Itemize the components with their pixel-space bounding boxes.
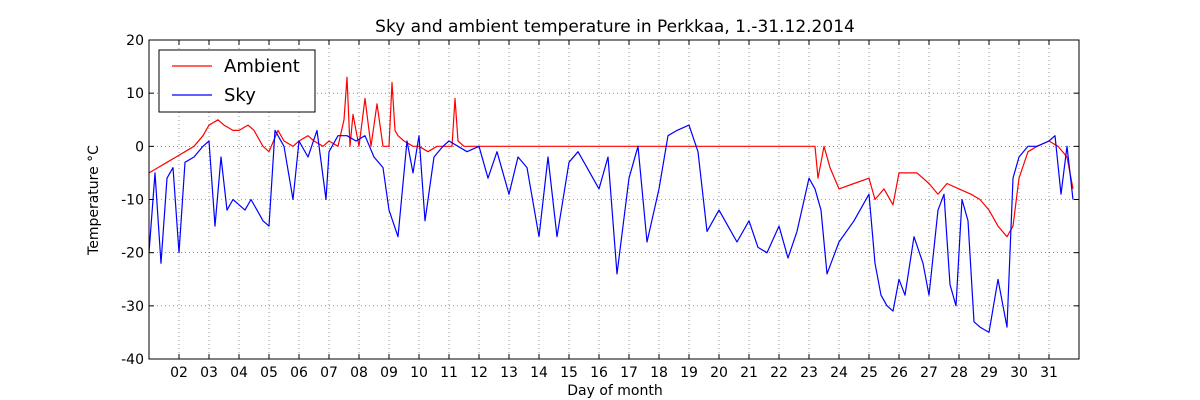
x-tick-label: 07 <box>320 365 338 381</box>
y-tick-label: -10 <box>121 193 144 209</box>
y-axis-ticks: 20 10 0 -10 -20 -30 -40 <box>121 33 1079 368</box>
y-tick-label: -30 <box>121 299 144 315</box>
x-tick-label: 16 <box>590 365 608 381</box>
legend-ambient-label: Ambient <box>224 56 300 77</box>
legend-sky-label: Sky <box>224 85 256 106</box>
x-tick-label: 20 <box>710 365 728 381</box>
x-tick-label: 13 <box>500 365 518 381</box>
x-axis-label: Day of month <box>567 383 662 399</box>
x-tick-label: 09 <box>380 365 398 381</box>
series-line-sky <box>148 124 1074 333</box>
x-tick-label: 02 <box>170 365 188 381</box>
x-axis-ticks: 02 03 04 05 06 07 08 09 10 11 12 13 14 15 16 17 18 19 20 21… <box>170 40 1058 381</box>
x-tick-label: 31 <box>1040 365 1058 381</box>
x-tick-label: 17 <box>620 365 638 381</box>
x-tick-label: 27 <box>920 365 938 381</box>
x-tick-label: 12 <box>470 365 488 381</box>
x-tick-label: 03 <box>200 365 218 381</box>
legend: Ambient Sky <box>158 49 316 113</box>
y-tick-label: 0 <box>135 139 144 155</box>
x-tick-label: 04 <box>230 365 248 381</box>
x-tick-label: 28 <box>950 365 968 381</box>
x-tick-label: 08 <box>350 365 368 381</box>
chart-title: Sky and ambient temperature in Perkkaa, … <box>375 17 855 37</box>
x-tick-label: 14 <box>530 365 548 381</box>
x-tick-label: 19 <box>680 365 698 381</box>
x-tick-label: 06 <box>290 365 308 381</box>
series-line-ambient <box>148 76 1074 238</box>
x-tick-label: 24 <box>830 365 848 381</box>
x-tick-label: 22 <box>770 365 788 381</box>
y-tick-label: -40 <box>121 352 144 368</box>
x-tick-label: 18 <box>650 365 668 381</box>
x-tick-label: 29 <box>980 365 998 381</box>
plot-series <box>148 76 1074 333</box>
x-tick-label: 25 <box>860 365 878 381</box>
x-tick-label: 05 <box>260 365 278 381</box>
x-tick-label: 10 <box>410 365 428 381</box>
x-tick-label: 23 <box>800 365 818 381</box>
y-axis-label: Temperature °C <box>86 145 102 256</box>
y-tick-label: -20 <box>121 246 144 262</box>
x-tick-label: 15 <box>560 365 578 381</box>
x-tick-label: 11 <box>440 365 458 381</box>
y-tick-label: 10 <box>126 86 144 102</box>
legend-box <box>158 49 316 113</box>
x-tick-label: 30 <box>1010 365 1028 381</box>
y-tick-label: 20 <box>126 33 144 49</box>
x-tick-label: 21 <box>740 365 758 381</box>
x-tick-label: 26 <box>890 365 908 381</box>
